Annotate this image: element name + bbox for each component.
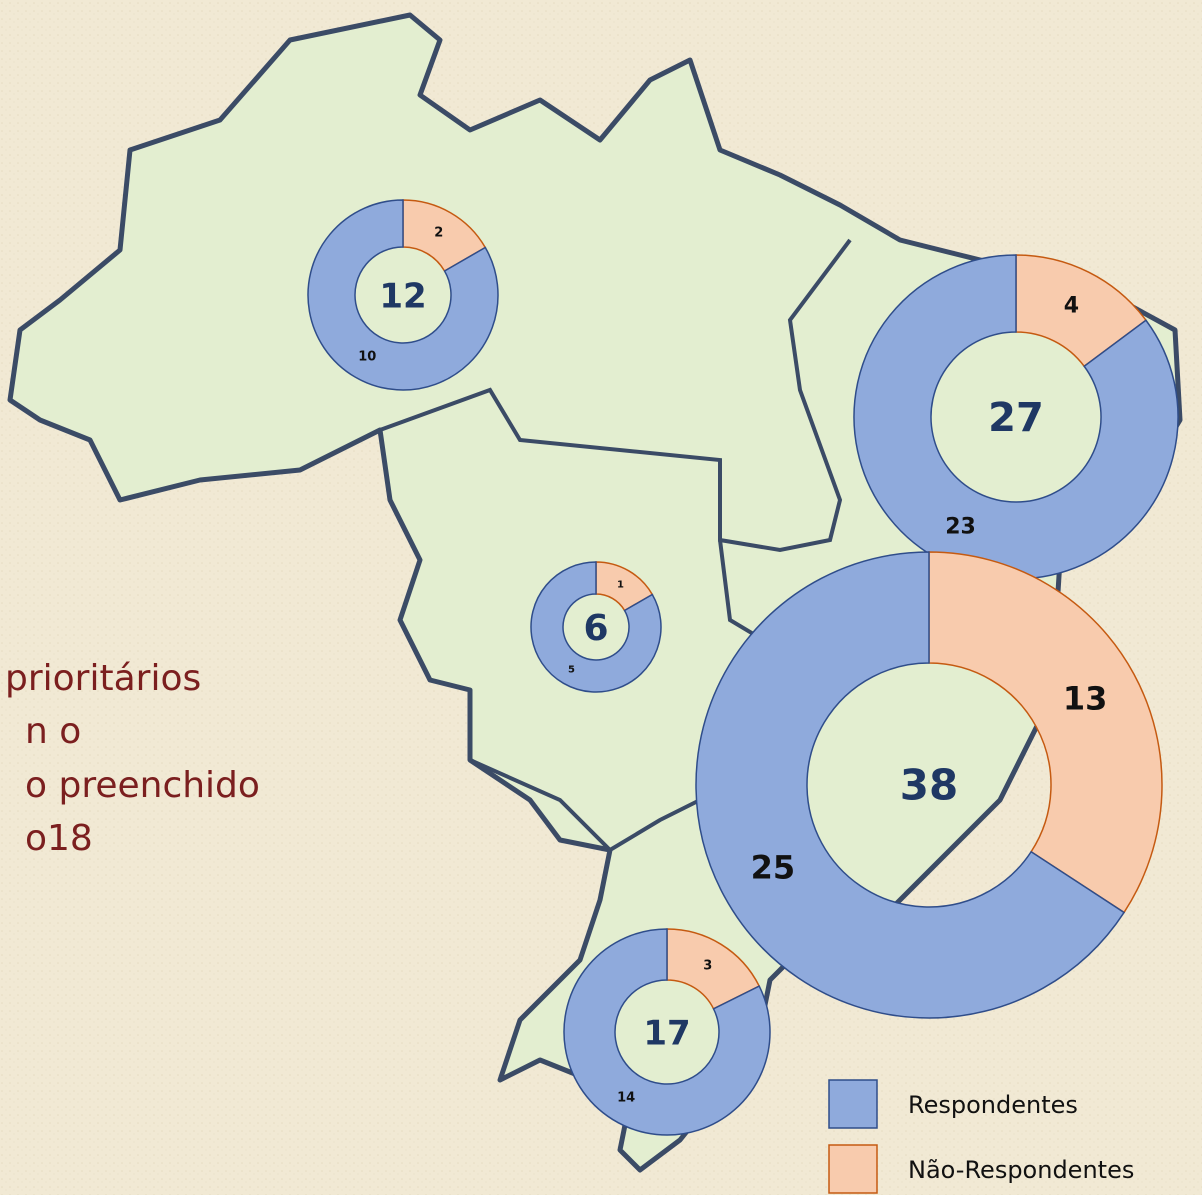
donut-segment	[695, 551, 1126, 1019]
segment-label: 25	[751, 848, 796, 886]
legend-label: Não-Respondentes	[908, 1156, 1134, 1184]
segment-label: 23	[945, 514, 976, 539]
body-text: prioritários	[5, 658, 201, 699]
legend-label: Respondentes	[908, 1091, 1078, 1119]
segment-label: 14	[617, 1090, 635, 1105]
donut-segment	[928, 551, 1163, 914]
donut-segment	[530, 561, 662, 693]
body-text: o preenchido	[25, 765, 260, 806]
legend-swatch	[828, 1144, 878, 1194]
region-total: 27	[988, 395, 1044, 441]
segment-label: 13	[1063, 680, 1108, 718]
legend-swatch	[828, 1079, 878, 1129]
segment-label: 10	[358, 349, 376, 364]
segment-label: 3	[703, 959, 712, 974]
donut-segment	[307, 199, 499, 391]
segment-label: 5	[568, 664, 575, 675]
region-total: 12	[379, 277, 426, 317]
donut-segment	[853, 254, 1179, 580]
segment-label: 2	[434, 226, 443, 241]
body-text: n o	[25, 711, 81, 752]
region-total: 17	[643, 1014, 690, 1054]
donut-segment	[563, 928, 771, 1136]
segment-label: 1	[617, 580, 624, 591]
body-text: o18	[25, 818, 93, 859]
segment-label: 4	[1064, 294, 1079, 319]
region-total: 6	[583, 608, 608, 649]
region-total: 38	[900, 761, 958, 810]
